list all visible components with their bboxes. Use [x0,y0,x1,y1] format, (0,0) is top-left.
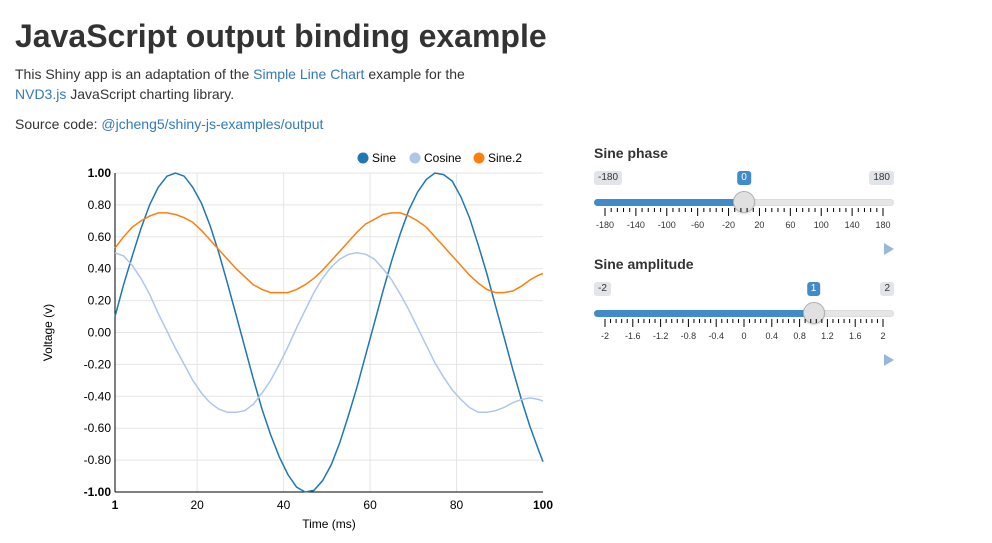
sine-phase-min-label: -180 [594,171,623,185]
x-tick-label: 40 [277,498,291,512]
x-tick-label: 60 [363,498,377,512]
x-tick-label: 20 [190,498,204,512]
sine-phase-tick-grid: -180 -140 -100 -60 -20 20 60 100 140 180 [596,208,891,230]
legend-swatch [409,152,421,164]
intro-suffix: JavaScript charting library. [66,86,235,102]
y-tick-label: 1.00 [88,166,112,180]
sine-amplitude-label: Sine amplitude [594,256,694,272]
sine-amplitude-handle[interactable] [802,302,825,324]
slider-grid-label: 1.6 [849,331,862,341]
legend-item-sine[interactable]: Sine [357,151,397,165]
source-prefix: Source code: [15,116,102,132]
y-axis-title: Voltage (v) [41,304,55,361]
slider-grid-label: -2 [601,331,609,341]
sine-phase-handle[interactable] [733,191,755,213]
y-tick-label: -1.00 [84,485,112,499]
y-tick-label: 0.40 [88,262,112,276]
y-tick-label: 0.20 [88,294,112,308]
y-tick-label: 0.80 [88,198,112,212]
sine-amplitude-play-icon[interactable] [884,354,894,366]
cosine-series-line [114,252,544,414]
sine-amplitude-max-label: 2 [880,282,894,296]
line-chart-svg: 1.00 0.80 0.60 0.40 0.20 0.00 -0.20 -0.40 -0.60 -… [41,151,553,531]
slider-grid-label: 0.8 [793,331,806,341]
sine-amplitude-value-label: 1 [806,282,821,296]
source-code-line: Source code: @jcheng5/shiny-js-examples/… [15,114,323,134]
sine-phase-play-icon[interactable] [884,243,894,255]
y-tick-label: -0.40 [84,389,112,403]
slider-grid-label: -20 [722,220,735,230]
sine-phase-slider[interactable]: -180 180 0 -180 -140 -100 -60 -20 20 60 100 140 1… [594,163,894,255]
legend-swatch [357,152,369,164]
y-tick-label: -0.80 [84,453,112,467]
slider-grid-label: -1.6 [625,331,641,341]
slider-grid-label: 2 [880,331,885,341]
source-code-link[interactable]: @jcheng5/shiny-js-examples/output [101,116,324,132]
sine-amplitude-min-label: -2 [594,282,611,296]
sine2-series-line [114,212,544,294]
slider-grid-label: 20 [754,220,764,230]
slider-grid-label: -180 [596,220,614,230]
sine-phase-fill [594,199,744,206]
sine-phase-max-label: 180 [869,171,894,185]
slider-grid-label: -0.8 [681,331,697,341]
slider-grid-label: 140 [845,220,860,230]
sine-phase-value-label: 0 [737,171,751,185]
x-tick-label: 80 [450,498,464,512]
legend-item-sine2[interactable]: Sine.2 [473,151,523,165]
legend-label: Sine [372,151,396,165]
slider-grid-label: 180 [875,220,890,230]
slider-grid-label: -0.4 [708,331,724,341]
slider-grid-label: 60 [785,220,795,230]
line-chart: 1.00 0.80 0.60 0.40 0.20 0.00 -0.20 -0.40 -0.60 -… [30,142,570,542]
slider-grid-label: -140 [627,220,645,230]
x-tick-label: 100 [533,498,553,512]
intro-prefix: This Shiny app is an adaptation of the [15,66,254,82]
slider-grid-label: 100 [814,220,829,230]
sine-series-line [114,172,544,493]
legend-swatch [473,152,485,164]
x-axis-title: Time (ms) [302,517,356,531]
sine-amplitude-slider[interactable]: -2 2 1 -2 -1.6 -1.2 -0.8 -0.4 0 0.4 0.8 1.2 1.6 2 [594,274,894,366]
y-tick-label: -0.60 [84,421,112,435]
legend-label: Sine.2 [488,151,522,165]
slider-grid-label: 0.4 [766,331,779,341]
sine-amplitude-fill [594,310,814,317]
slider-grid-label: 0 [741,331,746,341]
legend-item-cosine[interactable]: Cosine [409,151,462,165]
intro-text: This Shiny app is an adaptation of the S… [15,64,495,104]
slider-grid-label: -100 [658,220,676,230]
simple-line-chart-link[interactable]: Simple Line Chart [253,66,365,82]
sine-phase-label: Sine phase [594,145,668,161]
slider-grid-label: -60 [691,220,704,230]
y-tick-label: 0.00 [88,326,112,340]
sine-phase-slider-group: Sine phase -180 180 0 -180 -140 -100 -60 -20… [594,143,894,255]
sine-amplitude-slider-group: Sine amplitude -2 2 1 -2 -1.6 -1.2 -0.8 -0.4… [594,254,894,366]
y-tick-label: 0.60 [88,230,112,244]
slider-grid-label: 1.2 [821,331,834,341]
nvd3-link[interactable]: NVD3.js [15,86,67,102]
page-title: JavaScript output binding example [15,18,547,54]
sine-amplitude-tick-grid: -2 -1.6 -1.2 -0.8 -0.4 0 0.4 0.8 1.2 1.6 2 [601,319,886,341]
intro-mid: example for the [364,66,465,82]
x-tick-label: 1 [112,498,119,512]
y-tick-label: -0.20 [84,357,112,371]
legend-label: Cosine [424,151,462,165]
slider-grid-label: -1.2 [653,331,669,341]
